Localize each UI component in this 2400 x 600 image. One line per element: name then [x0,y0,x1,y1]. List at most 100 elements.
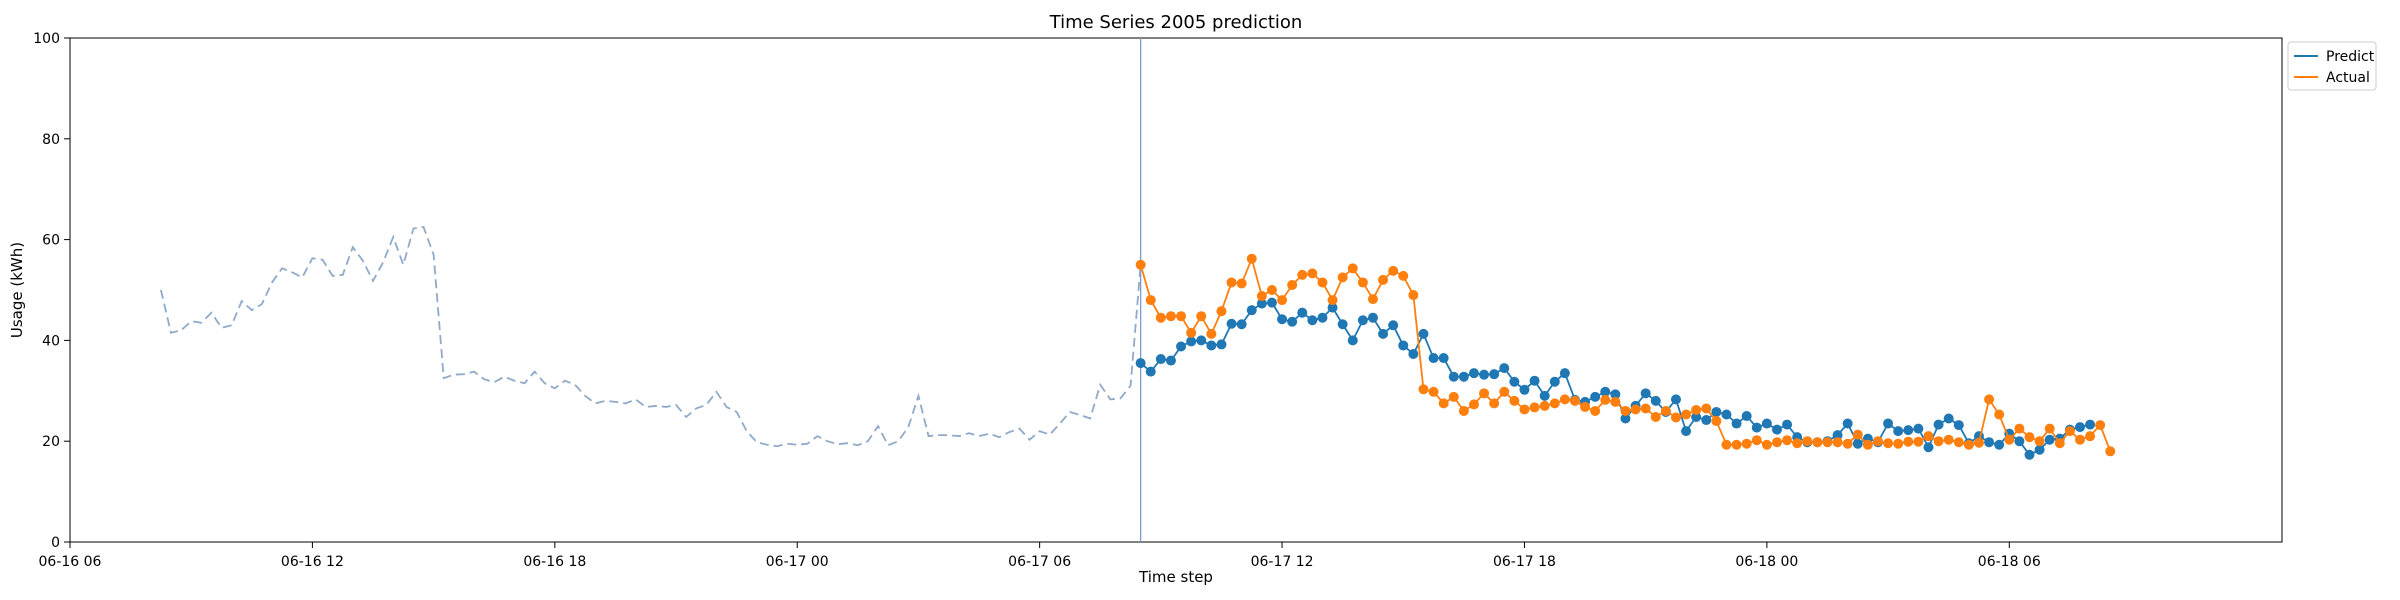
predict-point [1236,319,1247,330]
predict-series-line [1140,301,2091,456]
predict-point [1398,340,1409,351]
actual-point [1347,263,1358,274]
actual-point [1842,438,1853,449]
predict-point [1529,375,1540,386]
actual-point [1428,386,1439,397]
actual-point [1155,312,1166,323]
predict-point [1984,437,1995,448]
y-tick-label: 80 [42,132,60,148]
actual-point [1883,438,1894,449]
actual-point [1206,328,1217,339]
actual-point [1519,404,1530,415]
predict-point [1165,355,1176,366]
predict-point [2024,449,2035,460]
predict-point [1600,386,1611,397]
predict-point [1266,297,1277,308]
predict-point [1549,376,1560,387]
actual-point [1337,272,1348,283]
actual-point [1216,306,1227,317]
predict-point [2044,434,2055,445]
actual-point [1539,400,1550,411]
actual-point [1741,438,1752,449]
predict-point [1408,349,1419,360]
predict-point [1711,406,1722,417]
x-tick-label: 06-18 00 [1735,554,1798,570]
x-tick-label: 06-16 18 [523,554,586,570]
actual-point [1408,290,1419,301]
y-tick-label: 0 [51,535,60,551]
actual-point [1984,394,1995,405]
predict-point [1923,442,1934,453]
predict-point [1933,419,1944,430]
actual-point [1650,412,1661,423]
predict-point [1226,318,1237,329]
actual-point [1317,277,1328,288]
actual-point [1852,429,1863,440]
predict-point [1499,363,1510,374]
predict-point [1155,354,1166,365]
x-axis-label: Time step [1138,568,1213,586]
actual-point [1630,404,1641,415]
predict-point [1721,409,1732,420]
actual-point [1670,412,1681,423]
actual-point [1176,311,1187,322]
predict-point [1256,298,1267,309]
actual-point [1822,437,1833,448]
actual-point [1580,401,1591,412]
predict-point [1852,438,1863,449]
predict-point [1650,395,1661,406]
predict-point [1913,423,1924,434]
x-tick-label: 06-16 06 [39,554,102,570]
predict-point [1590,391,1601,402]
predict-point [1186,336,1197,347]
predict-point [1509,376,1520,387]
actual-point [1418,384,1429,395]
predict-point [1943,413,1954,424]
actual-point [2095,420,2106,431]
predict-point [1357,315,1368,326]
y-tick-label: 100 [33,31,60,47]
predict-point [1620,413,1631,424]
predict-point [2034,444,2045,455]
predict-point [1670,394,1681,405]
predict-point [1994,439,2005,450]
predict-point [1327,302,1338,313]
predict-point [1176,341,1187,352]
y-axis-label: Usage (kWh) [8,242,26,338]
actual-point [1640,403,1651,414]
predict-point [1206,340,1217,351]
predict-point [2014,436,2025,447]
actual-point [1297,269,1308,280]
actual-point [1862,439,1873,450]
actual-point [1832,437,1843,448]
predict-point [1761,418,1772,429]
actual-point [1135,259,1146,270]
predict-point [1681,426,1692,437]
predict-point [1246,305,1257,316]
predict-point [1489,369,1500,380]
actual-point [1933,436,1944,447]
actual-point [1398,270,1409,281]
predict-point [1751,422,1762,433]
actual-point [1327,295,1338,306]
actual-point [1266,285,1277,295]
predict-point [1691,412,1702,423]
actual-point [1681,409,1692,420]
actual-point [1226,277,1237,288]
predict-point [1782,419,1793,430]
actual-point [1145,295,1156,306]
actual-point [1731,439,1742,450]
actual-point [1711,416,1722,427]
actual-point [1802,436,1813,447]
actual-point [2064,426,2075,437]
predict-point [1378,328,1389,339]
actual-point [1367,294,1378,305]
actual-point [1872,436,1883,447]
predict-point [1832,430,1843,441]
actual-point [1236,278,1247,289]
actual-point [2014,423,2025,434]
predict-point [1771,424,1782,435]
predict-point [1893,426,1904,437]
actual-point [1509,395,1520,406]
